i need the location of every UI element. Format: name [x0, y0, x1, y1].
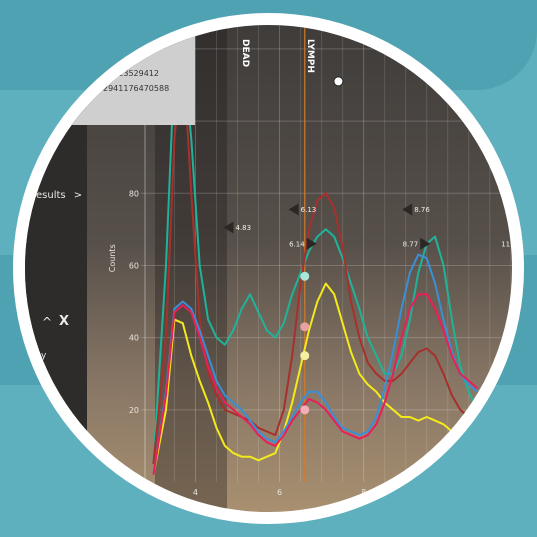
results-label: esults	[36, 190, 66, 201]
chart-viewport: DEAD LYMPH 4.83 6.13 6.14 8.76 8.77 11.13 20 40…	[25, 25, 512, 512]
series-line-teal	[152, 47, 479, 465]
x-tick-label: 6	[277, 488, 282, 497]
marker-arrow[interactable]	[223, 221, 234, 234]
marker-arrow[interactable]	[288, 203, 299, 216]
marker-layer: 4.83 6.13 6.14 8.76 8.77 11.13	[223, 203, 512, 250]
marker-label: 8.76	[414, 206, 430, 214]
tooltip-line-4: 2941176470588	[103, 84, 170, 93]
y-tick-label: 20	[129, 406, 139, 415]
panel-small-text: y	[41, 351, 47, 361]
marker-label: 6.13	[301, 206, 317, 214]
y-tick-label: 60	[129, 261, 139, 270]
series-line-pink	[152, 293, 478, 475]
cursor-dot	[333, 76, 344, 87]
points-layer	[300, 76, 344, 415]
series-line-yellow	[152, 282, 478, 475]
series-line-blue	[152, 253, 478, 475]
tooltip-line-2: 705882	[103, 54, 134, 63]
marker-arrow[interactable]	[306, 237, 317, 250]
marker-label: 8.77	[403, 240, 419, 248]
x-tick-label: 4	[193, 488, 198, 497]
results-link[interactable]: esults >	[36, 190, 82, 201]
collapse-up-icon[interactable]: ^	[42, 315, 53, 329]
marker-arrow[interactable]	[420, 237, 431, 250]
marker-label: 6.14	[289, 240, 305, 248]
y-tick-label: 40	[129, 334, 139, 343]
series-line-darkred	[152, 47, 478, 465]
y-axis-label: Counts	[108, 244, 117, 272]
marker-label: 4.83	[236, 224, 252, 232]
intersection-point	[300, 405, 310, 415]
gate-label-lymph: LYMPH	[305, 39, 315, 73]
close-icon[interactable]: X	[59, 314, 70, 329]
tooltip: 705882 58823529412 2941176470588	[25, 25, 195, 125]
intersection-point	[300, 322, 310, 332]
marker-label: 11.13	[501, 240, 512, 248]
marker-arrow[interactable]	[402, 203, 413, 216]
gate-label-dead: DEAD	[240, 39, 250, 67]
tooltip-line-3: 58823529412	[103, 69, 159, 78]
series-layer	[152, 47, 479, 475]
intersection-point	[300, 351, 310, 361]
chevron-right-icon: >	[73, 190, 83, 201]
x-tick-label: 8	[361, 488, 366, 497]
intersection-point	[300, 271, 310, 281]
y-tick-label: 80	[129, 189, 139, 198]
